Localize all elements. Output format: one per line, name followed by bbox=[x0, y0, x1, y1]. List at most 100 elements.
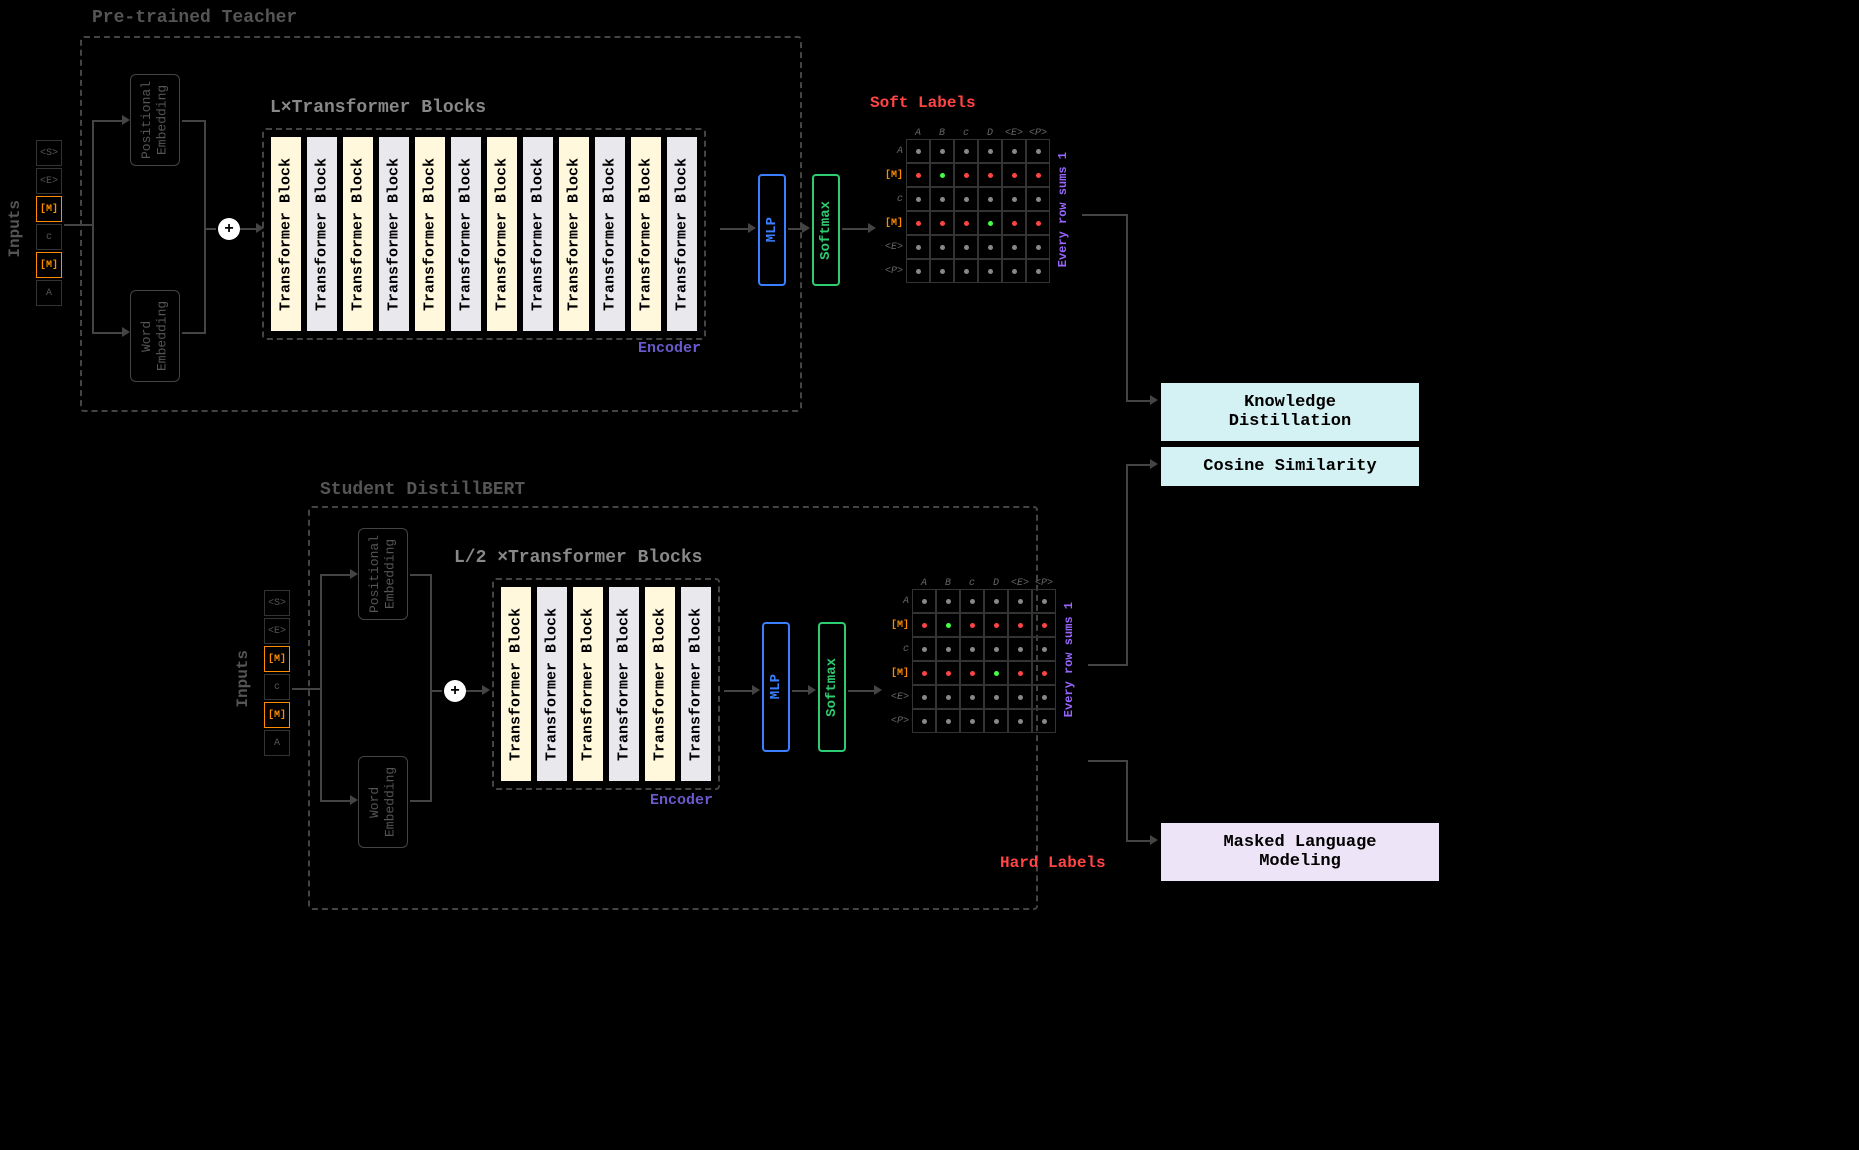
matrix-col-header: A bbox=[912, 578, 936, 589]
line bbox=[720, 228, 750, 230]
matrix-cell bbox=[1026, 235, 1050, 259]
mlp-label: MLP bbox=[764, 217, 780, 242]
transformer-block: Transformer Block bbox=[558, 136, 590, 332]
teacher-mlp: MLP bbox=[758, 174, 786, 286]
line bbox=[1088, 760, 1126, 762]
token: [M] bbox=[264, 702, 290, 728]
word-embed-label: Word Embedding bbox=[367, 757, 398, 847]
arrow-head bbox=[808, 685, 816, 695]
token: <E> bbox=[36, 168, 62, 194]
transformer-block: Transformer Block bbox=[378, 136, 410, 332]
transformer-block: Transformer Block bbox=[486, 136, 518, 332]
line bbox=[204, 120, 206, 334]
student-encoder: Transformer BlockTransformer BlockTransf… bbox=[492, 578, 720, 790]
matrix-cell bbox=[960, 685, 984, 709]
matrix-cell bbox=[912, 661, 936, 685]
matrix-cell bbox=[954, 187, 978, 211]
matrix-cell bbox=[936, 685, 960, 709]
matrix-cell bbox=[978, 211, 1002, 235]
matrix-cell bbox=[978, 187, 1002, 211]
teacher-matrix-side: Every row sums 1 bbox=[1056, 152, 1070, 267]
matrix-col-header: B bbox=[930, 128, 954, 139]
line bbox=[64, 224, 92, 226]
matrix-cell bbox=[984, 613, 1008, 637]
teacher-encoder-label: Encoder bbox=[638, 340, 701, 357]
matrix-cell bbox=[1008, 637, 1032, 661]
matrix-cell bbox=[1002, 211, 1026, 235]
line bbox=[1126, 214, 1128, 402]
matrix-cell bbox=[954, 211, 978, 235]
matrix-cell bbox=[1026, 187, 1050, 211]
matrix-cell bbox=[912, 637, 936, 661]
transformer-block: Transformer Block bbox=[414, 136, 446, 332]
matrix-cell bbox=[978, 163, 1002, 187]
line bbox=[724, 690, 754, 692]
matrix-cell bbox=[1032, 709, 1056, 733]
line bbox=[1126, 464, 1150, 466]
matrix-cell bbox=[954, 139, 978, 163]
transformer-block: Transformer Block bbox=[536, 586, 568, 782]
matrix-cell bbox=[936, 613, 960, 637]
matrix-cell bbox=[954, 235, 978, 259]
matrix-cell bbox=[984, 589, 1008, 613]
line bbox=[92, 120, 122, 122]
matrix-row-header: [M] bbox=[884, 661, 912, 685]
line bbox=[1126, 400, 1150, 402]
token: c bbox=[264, 674, 290, 700]
matrix-row-header: [M] bbox=[878, 163, 906, 187]
teacher-plus: + bbox=[218, 218, 240, 240]
matrix-row-header: A bbox=[878, 139, 906, 163]
matrix-cell bbox=[930, 259, 954, 283]
line bbox=[92, 120, 94, 332]
matrix-cell bbox=[960, 661, 984, 685]
line bbox=[842, 228, 870, 230]
line bbox=[320, 574, 322, 800]
matrix-cell bbox=[954, 163, 978, 187]
transformer-block: Transformer Block bbox=[630, 136, 662, 332]
matrix-cell bbox=[1026, 139, 1050, 163]
transformer-block: Transformer Block bbox=[594, 136, 626, 332]
matrix-col-header: B bbox=[936, 578, 960, 589]
line bbox=[204, 228, 216, 230]
student-word-embed: Word Embedding bbox=[358, 756, 408, 848]
token: A bbox=[36, 280, 62, 306]
matrix-cell bbox=[984, 709, 1008, 733]
matrix-cell bbox=[1032, 685, 1056, 709]
matrix-cell bbox=[912, 589, 936, 613]
matrix-cell bbox=[978, 139, 1002, 163]
matrix-cell bbox=[984, 685, 1008, 709]
teacher-blocks-title: L×Transformer Blocks bbox=[270, 98, 486, 118]
student-plus: + bbox=[444, 680, 466, 702]
line bbox=[1126, 464, 1128, 666]
line bbox=[410, 574, 430, 576]
matrix-col-header: <E> bbox=[1002, 128, 1026, 139]
matrix-cell bbox=[960, 589, 984, 613]
line bbox=[1088, 664, 1126, 666]
arrow-head bbox=[802, 223, 810, 233]
matrix-cell bbox=[1032, 589, 1056, 613]
token: <E> bbox=[264, 618, 290, 644]
matrix-cell bbox=[936, 589, 960, 613]
student-matrix-side: Every row sums 1 bbox=[1062, 602, 1076, 717]
matrix-col-header: D bbox=[978, 128, 1002, 139]
arrow-head bbox=[752, 685, 760, 695]
matrix-cell bbox=[1026, 211, 1050, 235]
arrow-head bbox=[122, 115, 130, 125]
matrix-row-header: [M] bbox=[878, 211, 906, 235]
arrow-head bbox=[122, 327, 130, 337]
matrix-cell bbox=[912, 613, 936, 637]
arrow-head bbox=[874, 685, 882, 695]
matrix-cell bbox=[930, 163, 954, 187]
arrow-head bbox=[350, 795, 358, 805]
token: [M] bbox=[264, 646, 290, 672]
matrix-cell bbox=[1032, 613, 1056, 637]
matrix-cell bbox=[978, 259, 1002, 283]
transformer-block: Transformer Block bbox=[522, 136, 554, 332]
line bbox=[410, 800, 430, 802]
matrix-row-header: c bbox=[878, 187, 906, 211]
matrix-cell bbox=[906, 211, 930, 235]
arrow-head bbox=[482, 685, 490, 695]
matrix-cell bbox=[1002, 139, 1026, 163]
token: <S> bbox=[36, 140, 62, 166]
arrow-head bbox=[748, 223, 756, 233]
